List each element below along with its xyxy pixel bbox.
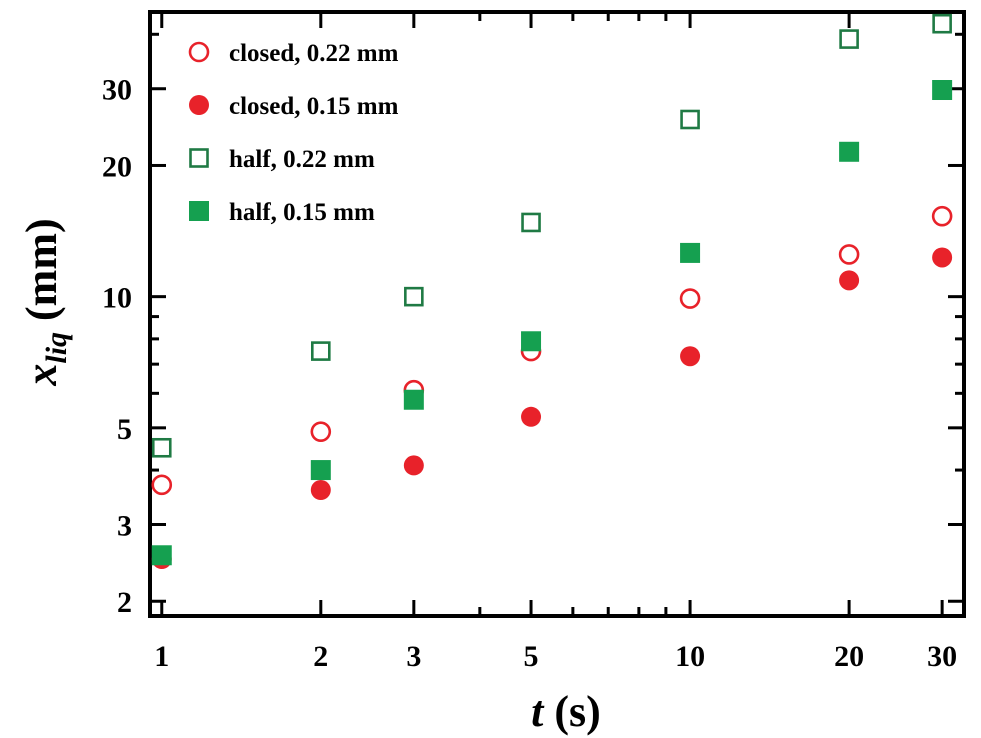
legend-label: closed, 0.22 mm <box>229 40 399 67</box>
legend-marker <box>189 95 209 115</box>
data-point <box>932 80 953 101</box>
data-point <box>310 460 331 481</box>
y-axis-unit: (mm) <box>17 218 66 332</box>
data-point <box>151 474 173 496</box>
x-tick-label: 5 <box>524 640 539 673</box>
data-point <box>521 406 542 427</box>
legend: closed, 0.22 mm closed, 0.15 mm half, 0.22… <box>188 40 399 226</box>
y-tick-label: 30 <box>102 74 132 107</box>
data-point <box>403 455 424 476</box>
y-tick-label: 20 <box>102 150 132 183</box>
legend-marker <box>188 41 210 63</box>
legend-label: closed, 0.15 mm <box>229 93 399 120</box>
data-point <box>931 205 953 227</box>
y-axis-var: x <box>17 364 66 387</box>
data-point <box>151 437 172 458</box>
x-axis-var: t <box>531 687 545 736</box>
data-point <box>310 421 332 442</box>
y-axis-title: xliq (mm) <box>17 218 73 386</box>
data-point <box>838 244 860 265</box>
x-tick-label: 3 <box>406 640 421 673</box>
x-tick-label: 30 <box>927 640 957 673</box>
data-point <box>839 141 860 162</box>
data-point <box>680 109 700 130</box>
data-point <box>521 212 541 233</box>
data-point <box>680 242 701 263</box>
data-point <box>310 480 331 501</box>
legend-marker <box>189 148 209 168</box>
x-tick-label: 20 <box>834 640 864 673</box>
data-point <box>839 270 860 291</box>
data-point <box>839 29 859 49</box>
data-point <box>679 288 701 309</box>
y-tick-label: 2 <box>117 586 132 619</box>
legend-label: half, 0.22 mm <box>229 146 375 173</box>
data-point <box>311 341 331 361</box>
data-point <box>403 389 424 410</box>
y-tick-label: 10 <box>102 282 132 315</box>
data-point <box>932 247 953 268</box>
y-tick-label: 3 <box>117 510 132 543</box>
data-point <box>404 286 424 307</box>
legend-label: half, 0.15 mm <box>229 199 375 226</box>
y-tick-label: 5 <box>117 413 132 446</box>
y-axis-sub: liq <box>40 332 73 364</box>
legend-marker <box>189 201 209 221</box>
data-point <box>151 545 172 566</box>
x-tick-label: 1 <box>154 640 169 673</box>
data-point <box>680 346 701 367</box>
data-point <box>521 331 542 352</box>
x-axis-unit: (s) <box>543 687 600 736</box>
x-axis-title: t (s) <box>531 687 601 736</box>
x-tick-label: 10 <box>675 640 705 673</box>
plot-frame <box>148 10 966 618</box>
data-point <box>932 13 952 34</box>
data-points <box>151 13 953 570</box>
x-tick-label: 2 <box>313 640 328 673</box>
